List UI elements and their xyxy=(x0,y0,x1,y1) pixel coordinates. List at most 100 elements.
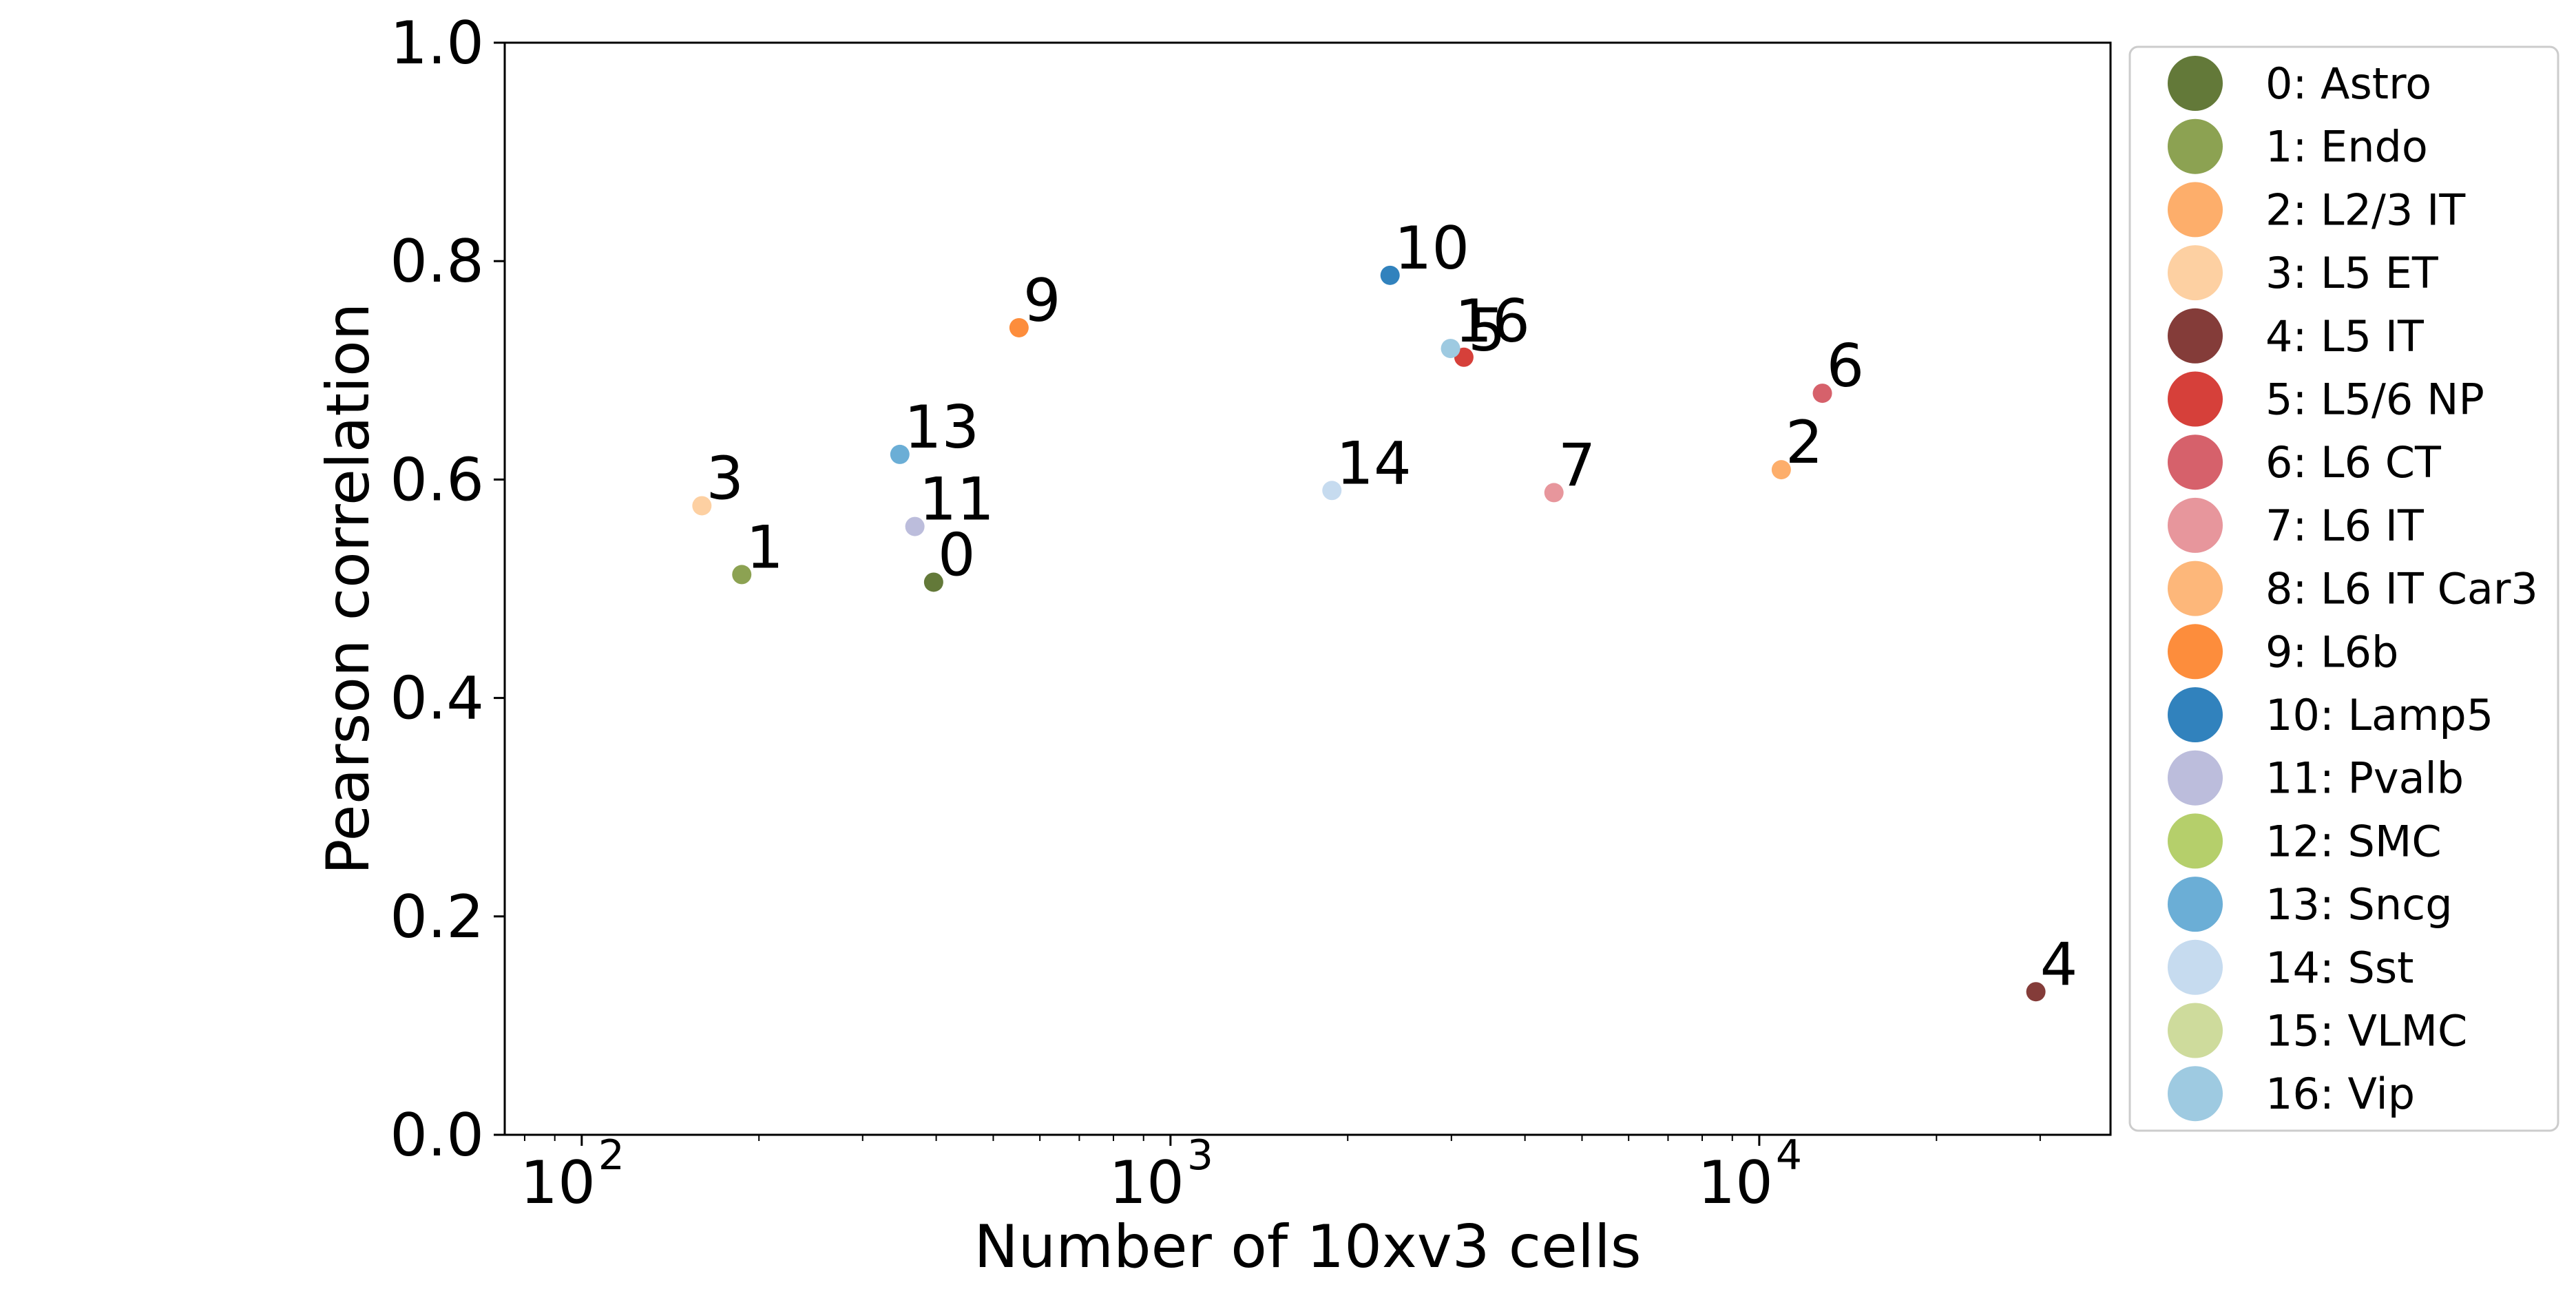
legend-marker xyxy=(2168,497,2223,553)
legend-marker xyxy=(2168,877,2223,932)
legend-item: 4: L5 IT xyxy=(2168,308,2425,364)
legend-label: 0: Astro xyxy=(2265,59,2431,109)
point-label-1: 1 xyxy=(746,513,784,582)
legend-label: 1: Endo xyxy=(2265,122,2428,172)
legend-label: 11: Pvalb xyxy=(2265,753,2464,804)
y-tick-label: 0.6 xyxy=(390,446,484,514)
legend-item: 0: Astro xyxy=(2168,56,2431,111)
x-tick-label: 10 4 xyxy=(1697,1131,1802,1217)
legend-marker xyxy=(2168,118,2223,174)
point-label-2: 2 xyxy=(1786,408,1823,477)
x-tick-base: 10 xyxy=(520,1149,595,1217)
point-label-0: 0 xyxy=(938,521,976,589)
x-tick-base: 10 xyxy=(1697,1149,1772,1217)
legend-marker xyxy=(2168,1003,2223,1058)
legend-label: 6: L6 CT xyxy=(2265,437,2442,488)
point-label-11: 11 xyxy=(919,465,994,534)
legend-marker xyxy=(2168,561,2223,616)
legend-marker xyxy=(2168,308,2223,364)
legend-marker xyxy=(2168,687,2223,742)
y-tick-label: 1.0 xyxy=(390,9,484,78)
data-point-11 xyxy=(905,516,925,536)
legend-label: 14: Sst xyxy=(2265,943,2413,993)
data-point-13 xyxy=(890,444,910,464)
legend-label: 8: L6 IT Car3 xyxy=(2265,564,2538,614)
legend-label: 7: L6 IT xyxy=(2265,501,2425,551)
legend-item: 2: L2/3 IT xyxy=(2168,182,2466,238)
legend-marker xyxy=(2168,1066,2223,1122)
legend-marker xyxy=(2168,435,2223,490)
y-tick-label: 0.0 xyxy=(390,1101,484,1170)
legend-label: 4: L5 IT xyxy=(2265,311,2425,362)
axis-ticks: 0.00.20.40.60.81.010 2 10 3 10 4 xyxy=(390,9,2041,1217)
legend-item: 1: Endo xyxy=(2168,118,2428,174)
data-point-6 xyxy=(1812,384,1832,404)
data-point-4 xyxy=(2026,982,2046,1002)
x-tick-label: 10 3 xyxy=(1109,1131,1213,1217)
data-point-3 xyxy=(692,496,712,516)
legend-label: 5: L5/6 NP xyxy=(2265,375,2484,425)
data-point-16 xyxy=(1441,339,1460,359)
point-label-5: 5 xyxy=(1468,296,1506,365)
point-label-4: 4 xyxy=(2040,930,2078,999)
x-tick-label: 10 2 xyxy=(520,1131,625,1217)
plot-frame xyxy=(503,41,2112,1136)
data-point-1 xyxy=(732,565,752,585)
x-axis-label: Number of 10xv3 cells xyxy=(974,1213,1641,1281)
legend-marker xyxy=(2168,371,2223,427)
legend-label: 10: Lamp5 xyxy=(2265,690,2493,740)
point-label-14: 14 xyxy=(1336,429,1411,498)
legend-item: 12: SMC xyxy=(2168,813,2442,869)
point-label-13: 13 xyxy=(904,393,979,462)
point-label-9: 9 xyxy=(1023,266,1061,335)
legend-marker xyxy=(2168,56,2223,111)
legend-label: 3: L5 ET xyxy=(2265,248,2439,298)
data-points xyxy=(692,265,2046,1002)
legend-label: 16: Vip xyxy=(2265,1069,2415,1119)
y-tick-label: 0.8 xyxy=(390,227,484,296)
legend-item: 8: L6 IT Car3 xyxy=(2168,561,2538,616)
legend-marker xyxy=(2168,813,2223,869)
point-label-10: 10 xyxy=(1394,214,1469,283)
legend-marker xyxy=(2168,245,2223,301)
data-point-2 xyxy=(1771,460,1791,480)
x-tick-base: 10 xyxy=(1109,1149,1184,1217)
legend-item: 9: L6b xyxy=(2168,624,2398,680)
data-point-10 xyxy=(1380,265,1400,285)
legend-item: 6: L6 CT xyxy=(2168,435,2442,490)
legend-marker xyxy=(2168,624,2223,680)
legend-label: 12: SMC xyxy=(2265,816,2442,866)
y-tick-label: 0.4 xyxy=(390,664,484,733)
legend-item: 16: Vip xyxy=(2168,1066,2415,1122)
legend-marker xyxy=(2168,939,2223,995)
legend-label: 13: Sncg xyxy=(2265,879,2453,930)
legend: 0: Astro 1: Endo 2: L2/3 IT 3: L5 ET 4: L5 I… xyxy=(2128,45,2559,1132)
point-label-3: 3 xyxy=(706,444,744,513)
legend-marker xyxy=(2168,182,2223,238)
legend-item: 14: Sst xyxy=(2168,939,2413,995)
data-point-0 xyxy=(923,572,943,592)
legend-box xyxy=(2128,45,2559,1132)
data-point-9 xyxy=(1009,317,1029,337)
point-label-16: 16 xyxy=(1455,287,1530,356)
legend-label: 9: L6b xyxy=(2265,627,2398,677)
legend-item: 5: L5/6 NP xyxy=(2168,371,2484,427)
legend-item: 3: L5 ET xyxy=(2168,245,2439,301)
x-tick-exponent: 4 xyxy=(1776,1131,1802,1180)
legend-item: 15: VLMC xyxy=(2168,1003,2467,1058)
legend-item: 13: Sncg xyxy=(2168,877,2453,932)
legend-item: 11: Pvalb xyxy=(2168,750,2464,806)
legend-label: 15: VLMC xyxy=(2265,1006,2467,1056)
y-axis-label: Pearson correlation xyxy=(314,303,383,875)
x-tick-exponent: 3 xyxy=(1187,1131,1213,1180)
data-point-14 xyxy=(1322,481,1342,501)
legend-label: 2: L2/3 IT xyxy=(2265,185,2466,235)
legend-marker xyxy=(2168,750,2223,806)
point-label-6: 6 xyxy=(1827,332,1865,401)
y-tick-label: 0.2 xyxy=(390,883,484,952)
legend-item: 10: Lamp5 xyxy=(2168,687,2493,742)
data-point-7 xyxy=(1544,483,1564,503)
point-label-7: 7 xyxy=(1558,431,1596,500)
